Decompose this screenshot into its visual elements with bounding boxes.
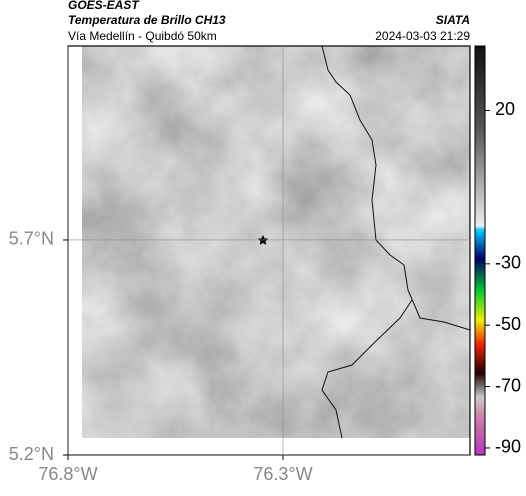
- colorbar-tick-label: -30: [495, 253, 521, 273]
- region-label: Vía Medellín - Quibdó 50km: [68, 29, 217, 43]
- datetime-label: 2024-03-03 21:29: [375, 29, 470, 43]
- x-tick-label: 76.3°W: [253, 464, 312, 484]
- x-tick-label: 76.8°W: [38, 464, 97, 484]
- colorbar-tick-label: -50: [495, 314, 521, 334]
- y-tick-label: 5.7°N: [9, 229, 54, 249]
- colorbar-tick-label: 20: [495, 99, 515, 119]
- agency-label: SIATA: [436, 13, 470, 27]
- borders: [321, 45, 471, 439]
- satellite-image: [82, 46, 470, 438]
- product-title: Temperatura de Brillo CH13: [68, 13, 226, 27]
- y-tick-label: 5.2°N: [9, 444, 54, 464]
- source-title: GOES-EAST: [68, 0, 140, 12]
- colorbar-tick-label: -90: [495, 437, 521, 457]
- colorbar: [474, 45, 486, 456]
- colorbar-tick-label: -70: [495, 375, 521, 395]
